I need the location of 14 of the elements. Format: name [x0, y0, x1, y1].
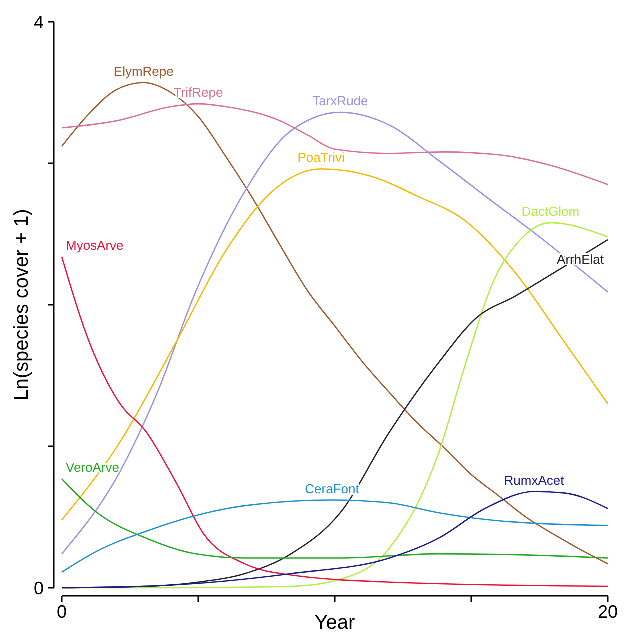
- line-series: [61, 478, 609, 559]
- x-tick-label: 20: [598, 602, 618, 622]
- series-label: TarxRude: [312, 94, 368, 109]
- series-label: RumxAcet: [504, 472, 565, 488]
- series-label: TrifRepe: [174, 85, 224, 100]
- line-series: [61, 500, 609, 574]
- y-axis-title: Ln(species cover + 1): [11, 209, 33, 401]
- series-label: DactGlom: [522, 204, 580, 219]
- series-label: ElymRepe: [114, 64, 174, 79]
- x-axis-title: Year: [314, 612, 356, 634]
- series-label: PoaTrivi: [298, 150, 346, 166]
- series-label: MyosArve: [66, 238, 124, 253]
- y-tick-label: 4: [34, 12, 44, 32]
- line-series: [61, 168, 609, 521]
